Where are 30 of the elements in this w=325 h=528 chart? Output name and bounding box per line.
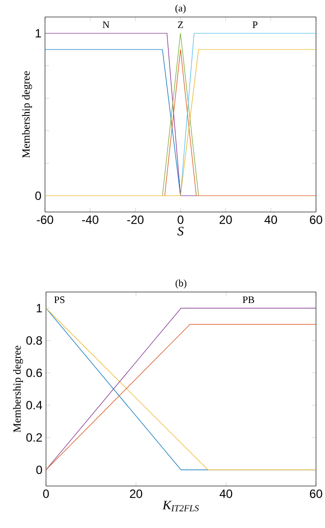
x-tick-label: 60 <box>310 490 322 498</box>
y-tick-label: 0 <box>35 192 42 200</box>
y-tick-label: 0 <box>36 466 42 474</box>
x-tick-label: 20 <box>130 490 142 498</box>
x-tick-label: 60 <box>310 216 322 224</box>
x-tick-label: 40 <box>264 216 278 224</box>
y-tick-label: 0.8 <box>26 336 42 345</box>
y-axis-title: Membership degree <box>22 71 32 158</box>
x-tick-label: 0 <box>178 216 184 224</box>
x-axis-title: S <box>177 226 184 236</box>
annotation: N <box>102 22 110 28</box>
y-tick-label: 0.6 <box>26 368 42 378</box>
y-tick-label: 0.2 <box>26 433 42 442</box>
annotation: PS <box>54 296 64 304</box>
x-tick-label: 40 <box>220 490 232 498</box>
y-tick-label: 0.4 <box>26 400 42 410</box>
chart-title: (a) <box>175 4 186 14</box>
y-tick-label: 1 <box>36 29 41 38</box>
x-tick-label: -40 <box>82 216 98 224</box>
annotation: Z <box>178 22 184 28</box>
annotation: P <box>252 22 258 28</box>
x-tick-label: 0 <box>43 490 49 498</box>
x-tick-label: 20 <box>220 216 232 224</box>
chart-title: (b) <box>176 279 186 289</box>
x-tick-label: -20 <box>127 216 144 224</box>
x-axis-title: K$_{IT2FLS}$ <box>162 500 199 512</box>
x-tick-label: -60 <box>36 216 54 224</box>
annotation: PB <box>242 296 254 304</box>
y-axis-title: Membership degree <box>13 346 24 432</box>
y-tick-label: 1 <box>36 304 42 312</box>
